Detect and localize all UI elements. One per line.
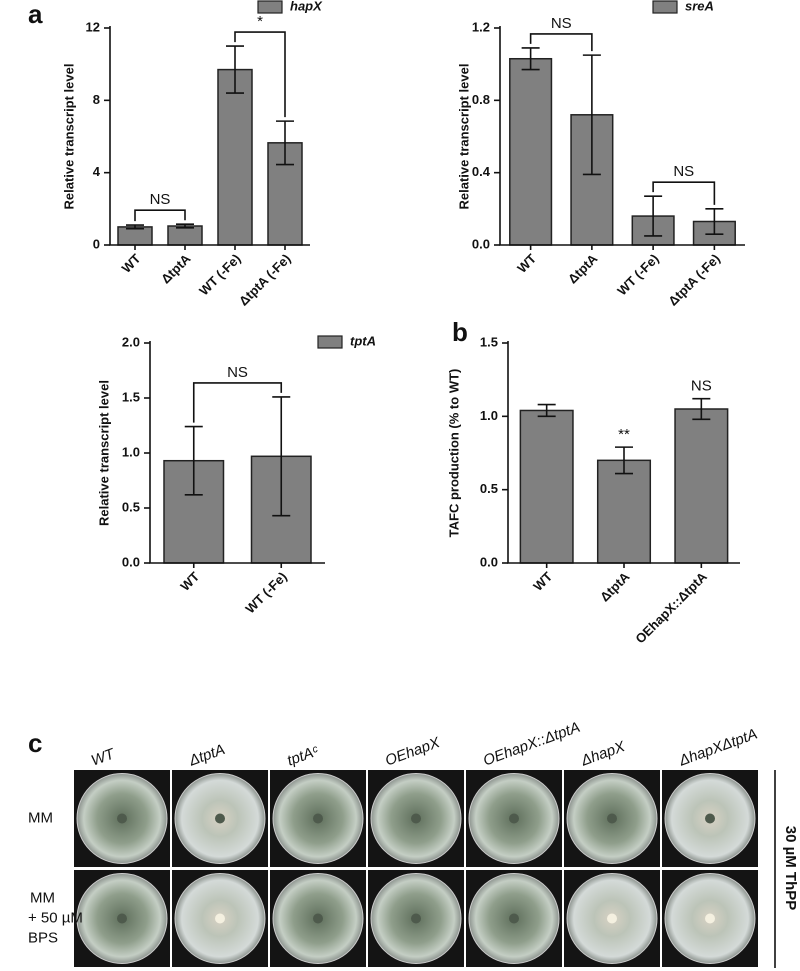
x-tick-label: WT (-Fe)	[196, 251, 243, 298]
y-tick-label: 0.0	[472, 236, 490, 251]
x-tick-label: ΔtptA	[597, 569, 633, 605]
y-axis-label: Relative transcript level	[96, 380, 111, 526]
significance-bracket	[234, 31, 286, 118]
y-tick-label: 0.0	[480, 554, 498, 569]
y-tick-label: 0.4	[472, 164, 491, 179]
y-tick-label: 1.5	[480, 334, 498, 349]
bar	[674, 408, 729, 564]
x-tick-label: ΔtptA	[158, 251, 194, 287]
colony-center	[313, 913, 323, 924]
significance-bracket	[192, 382, 283, 423]
x-tick-label: WT	[177, 569, 202, 594]
legend-label: sreA	[685, 0, 714, 13]
significance-label: NS	[227, 364, 248, 381]
legend-swatch	[317, 335, 343, 349]
y-axis-label: Relative transcript level	[456, 64, 471, 210]
x-tick-label: ΔtptA (-Fe)	[236, 251, 294, 309]
legend-swatch	[652, 0, 678, 14]
y-tick-label: 1.0	[122, 444, 140, 459]
significance-bracket	[652, 181, 716, 205]
significance-label: NS	[551, 15, 572, 32]
legend-swatch	[257, 0, 283, 14]
column-label: ΔhapXΔtptA	[676, 726, 760, 770]
y-tick-label: 1.2	[472, 19, 490, 34]
y-axis-label: Relative transcript level	[61, 64, 76, 210]
significance-label: *	[257, 13, 263, 30]
axis	[149, 341, 325, 564]
colony-center	[411, 813, 421, 824]
significance-bracket	[529, 33, 593, 52]
x-tick-label: ΔtptA	[565, 251, 601, 287]
colony-center	[313, 813, 323, 824]
axis	[499, 26, 745, 246]
bar	[509, 57, 553, 246]
significance-label: **	[618, 426, 630, 443]
column-label: ΔtptA	[186, 741, 227, 770]
colony-center	[509, 913, 519, 924]
significance-label: NS	[691, 378, 712, 395]
y-tick-label: 1.0	[480, 408, 498, 423]
panel-label: b	[452, 317, 468, 347]
y-tick-label: 12	[86, 19, 100, 34]
legend-label: tptA	[350, 333, 376, 348]
y-tick-label: 0.8	[472, 92, 490, 107]
legend-label: hapX	[290, 0, 323, 13]
row-label: BPS	[28, 929, 58, 946]
y-tick-label: 0.5	[480, 481, 498, 496]
x-tick-label: WT (-Fe)	[614, 251, 661, 298]
column-label: ΔhapX	[578, 738, 628, 770]
bar	[167, 225, 203, 246]
y-axis-label: TAFC production (% to WT)	[446, 369, 461, 538]
y-tick-label: 0.5	[122, 499, 140, 514]
x-tick-label: ΔtptA (-Fe)	[665, 251, 723, 309]
colony-center	[607, 913, 617, 924]
significance-label: NS	[150, 191, 171, 208]
bar	[117, 226, 153, 246]
bar	[217, 68, 253, 246]
colony-center	[215, 913, 225, 924]
colony-center	[607, 813, 617, 824]
x-tick-label: WT	[514, 251, 539, 276]
column-label: tptAᶜ	[285, 742, 322, 769]
row-label: MM	[28, 809, 53, 826]
colony-center	[117, 813, 127, 824]
colony-center	[705, 813, 715, 824]
side-label: 30 µM ThPP	[782, 826, 799, 911]
colony-center	[117, 913, 127, 924]
y-tick-label: 8	[93, 92, 100, 107]
colony-center	[215, 813, 225, 824]
x-tick-label: WT (-Fe)	[242, 569, 289, 616]
x-tick-label: WT	[119, 251, 144, 276]
y-tick-label: 4	[93, 164, 101, 179]
axis	[109, 26, 310, 246]
y-tick-label: 1.5	[122, 389, 140, 404]
column-label: OEhapX	[383, 734, 443, 770]
panel-label: a	[28, 0, 43, 29]
x-tick-label: WT	[530, 569, 555, 594]
colony-center	[705, 913, 715, 924]
colony-center	[411, 913, 421, 924]
colony-center	[509, 813, 519, 824]
y-tick-label: 0	[93, 236, 100, 251]
column-label: OEhapX::ΔtptA	[481, 719, 582, 770]
column-label: WT	[89, 745, 118, 770]
axis	[507, 341, 740, 564]
x-tick-label: OEhapX::ΔtptA	[632, 569, 710, 647]
bar	[519, 409, 574, 564]
y-tick-label: 0.0	[122, 554, 140, 569]
y-tick-label: 2.0	[122, 334, 140, 349]
panel-label: c	[28, 728, 42, 758]
significance-bracket	[134, 209, 186, 222]
significance-label: NS	[673, 163, 694, 180]
row-label: + 50 µM	[28, 909, 83, 926]
row-label: MM	[30, 889, 55, 906]
bar	[596, 459, 652, 564]
